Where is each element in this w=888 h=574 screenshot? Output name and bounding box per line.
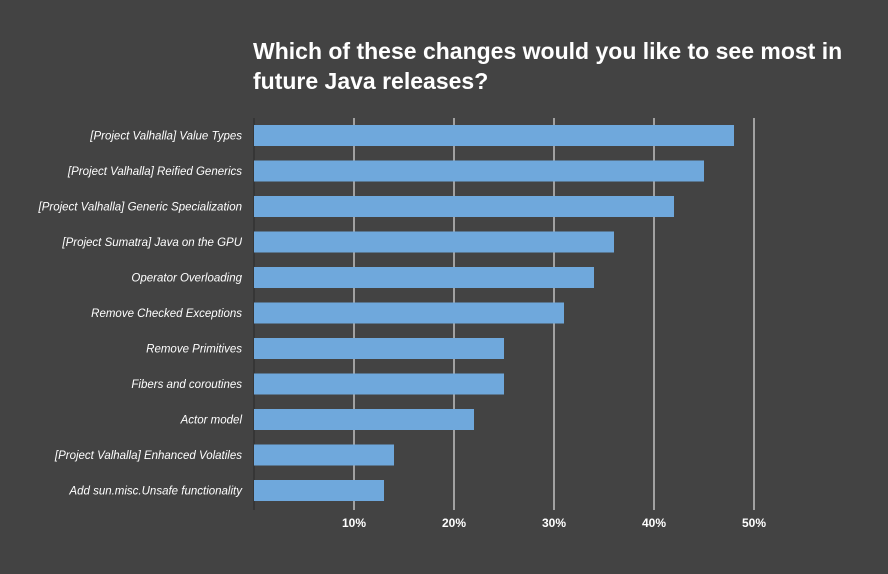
category-label: Remove Checked Exceptions xyxy=(91,308,242,320)
category-label: Remove Primitives xyxy=(146,344,242,356)
chart-title: Which of these changes would you like to… xyxy=(253,38,843,94)
x-tick-label: 10% xyxy=(342,516,366,530)
bar xyxy=(254,373,504,395)
bar xyxy=(254,125,734,146)
bar xyxy=(254,267,594,288)
x-tick-label: 40% xyxy=(642,516,666,530)
bar xyxy=(254,480,384,501)
category-label: [Project Valhalla] Value Types xyxy=(89,131,242,143)
category-label: [Project Valhalla] Reified Generics xyxy=(67,166,242,178)
bar xyxy=(254,338,504,359)
x-tick-label: 20% xyxy=(442,516,466,530)
bar xyxy=(254,409,474,430)
category-label: Actor model xyxy=(180,415,243,427)
category-label: Add sun.misc.Unsafe functionality xyxy=(68,486,243,498)
bar xyxy=(254,231,614,253)
category-label: [Project Valhalla] Enhanced Volatiles xyxy=(54,450,242,462)
bar xyxy=(254,160,704,182)
category-label: Fibers and coroutines xyxy=(131,379,242,391)
x-tick-label: 50% xyxy=(742,516,766,530)
category-label: [Project Valhalla] Generic Specializatio… xyxy=(38,202,243,214)
bar xyxy=(254,196,674,217)
bar xyxy=(254,302,564,324)
bar xyxy=(254,444,394,466)
category-label: Operator Overloading xyxy=(131,273,242,285)
x-tick-label: 30% xyxy=(542,516,566,530)
category-label: [Project Sumatra] Java on the GPU xyxy=(61,237,242,249)
